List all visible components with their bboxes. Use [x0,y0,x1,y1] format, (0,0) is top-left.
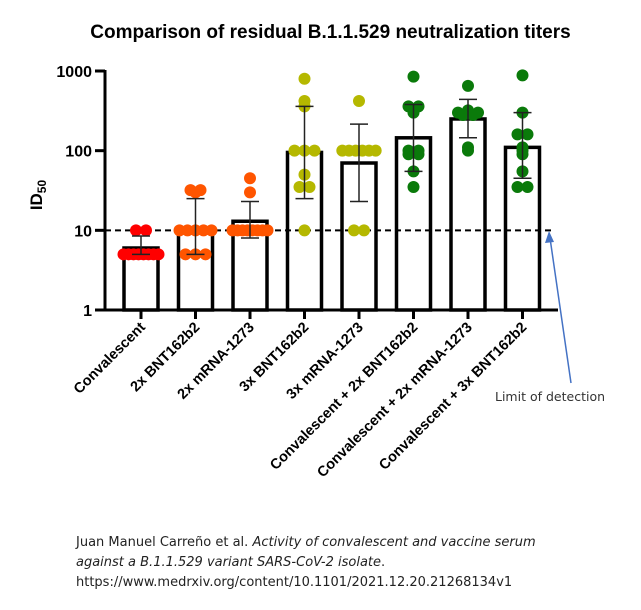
data-point [152,248,165,261]
y-axis-label-subscript: 50 [35,180,49,194]
data-point [140,224,152,237]
data-point [298,72,311,85]
data-point [353,95,365,108]
data-point [511,128,524,141]
data-point [244,186,256,199]
data-point [462,79,474,92]
y-tick-label: 1 [83,303,92,320]
svg-text:ID50: ID50 [27,180,49,211]
y-tick-label: 10 [74,223,92,240]
data-point [308,144,321,157]
citation-title-line1: Activity of convalescent and vaccine ser… [252,535,536,550]
citation-title-end: . [381,555,386,570]
annotation-arrow-line [549,237,572,384]
data-point [467,109,479,122]
data-point [412,148,425,161]
data-point [521,180,534,193]
citation: Juan Manuel Carreño et al. Activity of c… [76,533,536,593]
data-point [521,128,534,141]
data-point [358,224,370,237]
annotation-arrow-head [545,231,554,243]
y-tick-label: 100 [65,144,92,161]
data-point [457,109,469,122]
data-point [369,144,382,157]
citation-authors: Juan Manuel Carreño et al. [76,535,253,550]
data-point [288,144,301,157]
data-point [205,224,218,237]
data-point [348,224,360,237]
data-point [199,248,212,261]
data-point [244,172,256,185]
limit-of-detection-label: Limit of detection [495,389,606,404]
data-point [298,224,311,237]
data-point [293,180,306,193]
y-tick-label: 1000 [56,64,92,81]
data-point [402,148,415,161]
citation-url[interactable]: https://www.medrxiv.org/content/10.1101/… [76,575,513,590]
data-point [179,248,192,261]
data-point [407,70,420,83]
data-point [462,144,474,157]
data-point [130,224,142,237]
data-point [189,186,202,199]
citation-title-line2: against a B.1.1.529 variant SARS-CoV-2 i… [76,555,382,570]
data-point [511,180,524,193]
chart-title: Comparison of residual B.1.1.529 neutral… [90,22,571,43]
data-point [407,180,420,193]
y-axis-label: ID50 [27,180,49,211]
data-point [516,69,529,82]
y-axis-label-main: ID [27,193,46,210]
data-point [261,224,274,237]
data-point [303,180,316,193]
